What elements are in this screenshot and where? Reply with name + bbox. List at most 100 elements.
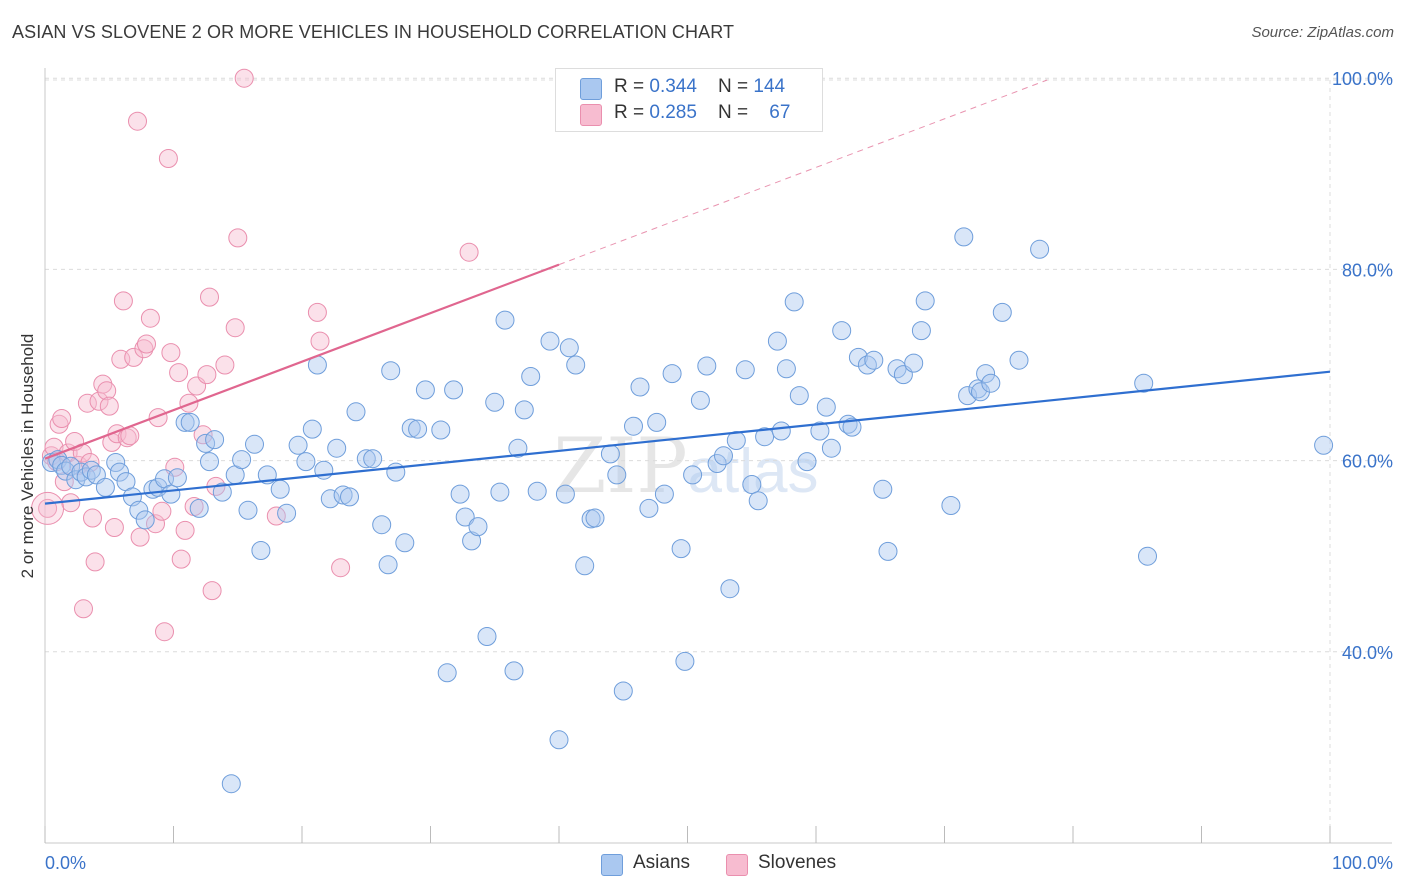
slovene-point: [99, 396, 119, 416]
asian-point: [864, 350, 884, 370]
asian-point: [797, 452, 817, 472]
asian-point: [110, 462, 129, 482]
asian-point: [968, 379, 988, 399]
asian-point: [784, 292, 804, 312]
asian-point: [566, 355, 586, 375]
asian-point: [639, 498, 659, 518]
asian-point: [726, 431, 746, 450]
slovene-point: [155, 622, 174, 642]
asian-point: [504, 661, 524, 681]
asian-point: [810, 421, 830, 441]
legend-r-value-asians: 0.344: [649, 76, 697, 97]
asian-point: [508, 438, 528, 458]
slovene-point: [228, 228, 248, 248]
legend-swatch-slovenes: [580, 104, 602, 126]
asian-point: [776, 359, 796, 379]
legend-n-label: N =: [718, 102, 754, 123]
asian-point: [720, 579, 740, 599]
asian-point: [742, 475, 762, 494]
asian-point: [915, 291, 935, 311]
slovene-point: [52, 409, 72, 428]
slovene-point: [77, 393, 97, 413]
asian-point: [624, 416, 643, 436]
asian-point: [976, 364, 996, 384]
slovene-point: [197, 365, 217, 385]
legend-label-slovenes: Slovenes: [758, 852, 837, 873]
slovene-point: [225, 318, 245, 338]
legend-r-label: R =: [614, 76, 650, 97]
asian-point: [161, 484, 181, 504]
asian-point: [559, 338, 579, 358]
tick-labels: 40.0% 60.0% 80.0% 100.0% 0.0% 100.0%: [45, 69, 1393, 873]
asian-point: [495, 310, 515, 330]
asian-point: [129, 500, 149, 520]
asian-point: [106, 453, 126, 472]
correlation-legend: R = 0.344 N = 144 R = 0.285 N = 67: [555, 68, 823, 132]
asian-point: [444, 380, 464, 400]
asian-point: [904, 353, 924, 373]
asian-point: [748, 491, 768, 511]
legend-swatch-asians: [601, 854, 623, 876]
slovene-point: [146, 514, 165, 534]
asian-point: [647, 412, 667, 432]
asian-point: [320, 489, 340, 509]
asian-point: [490, 482, 510, 502]
y-tick-label: 40.0%: [1342, 643, 1393, 663]
asian-point: [408, 419, 428, 439]
asian-point: [675, 651, 695, 671]
asian-point: [455, 507, 475, 527]
asian-point: [468, 517, 488, 537]
slovene-trend-extension: [558, 79, 1048, 266]
asian-point: [333, 485, 353, 505]
asian-point: [1030, 239, 1050, 259]
asian-point: [714, 446, 733, 466]
asian-point: [575, 556, 595, 576]
asian-point: [607, 465, 627, 485]
asian-point: [707, 454, 727, 473]
asian-point: [735, 360, 755, 380]
asian-trend-line: [44, 370, 1331, 505]
slovene-point: [171, 549, 191, 569]
asian-point: [613, 681, 633, 701]
slovene-point: [234, 68, 254, 88]
asian-point: [401, 418, 421, 438]
asian-point: [600, 444, 620, 464]
asian-point: [356, 449, 376, 469]
slovene-point: [113, 291, 133, 311]
legend-n-value-asians: 144: [753, 76, 786, 97]
slovene-point: [307, 302, 327, 322]
series-legend: Asians Slovenes: [0, 851, 1406, 877]
asian-point: [245, 434, 264, 454]
slovene-trend-line: [44, 263, 560, 460]
asian-point: [381, 361, 401, 381]
chart-title: ASIAN VS SLOVENE 2 OR MORE VEHICLES IN H…: [12, 22, 735, 42]
asian-point: [585, 508, 605, 528]
asian-point: [485, 392, 505, 412]
asian-point: [842, 417, 862, 437]
asian-point: [821, 438, 841, 458]
asian-point: [992, 302, 1012, 322]
asian-point: [630, 377, 650, 397]
asian-point: [251, 541, 271, 560]
slovene-point: [169, 363, 189, 383]
slovene-point: [104, 518, 124, 537]
slovene-point: [202, 581, 222, 601]
asian-point: [941, 496, 961, 515]
legend-n-value-slovenes: 67: [769, 102, 791, 123]
slovene-point: [331, 558, 351, 578]
asian-point: [1009, 350, 1029, 370]
y-tick-label: 100.0%: [1332, 69, 1393, 89]
asian-point: [221, 774, 241, 794]
asian-point: [431, 420, 451, 440]
slovene-point: [310, 331, 330, 351]
asian-point: [378, 555, 398, 575]
legend-r-label: R =: [614, 102, 650, 123]
asian-point: [205, 430, 225, 450]
slovene-point: [74, 599, 93, 619]
asian-point: [958, 386, 978, 406]
slovene-point: [97, 381, 117, 401]
asian-point: [911, 321, 931, 341]
asian-point: [683, 465, 703, 485]
asian-point: [771, 421, 791, 441]
